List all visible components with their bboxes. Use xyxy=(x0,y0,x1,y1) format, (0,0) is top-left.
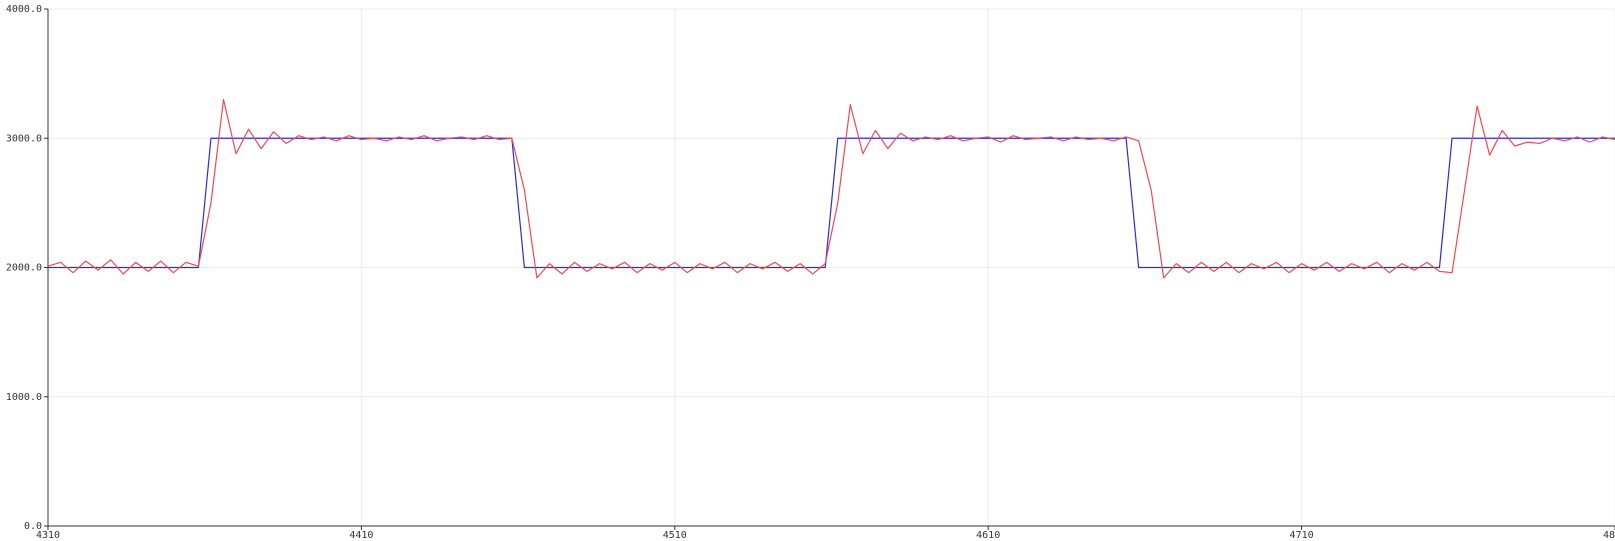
y-tick-label: 4000.0 xyxy=(6,4,42,15)
x-tick-label: 4810 xyxy=(1603,530,1615,541)
x-tick-label: 4610 xyxy=(976,530,1000,541)
series-line xyxy=(47,98,1615,279)
x-tick-label: 4710 xyxy=(1290,530,1314,541)
y-tick-label: 2000.0 xyxy=(6,263,42,274)
y-tick-label: 1000.0 xyxy=(6,392,42,403)
x-tick-label: 4310 xyxy=(36,530,60,541)
x-tick-label: 4510 xyxy=(663,530,687,541)
y-tick-label: 0.0 xyxy=(24,521,42,532)
x-tick-label: 4410 xyxy=(349,530,373,541)
y-tick-label: 3000.0 xyxy=(6,133,42,144)
series-line xyxy=(48,137,1615,269)
